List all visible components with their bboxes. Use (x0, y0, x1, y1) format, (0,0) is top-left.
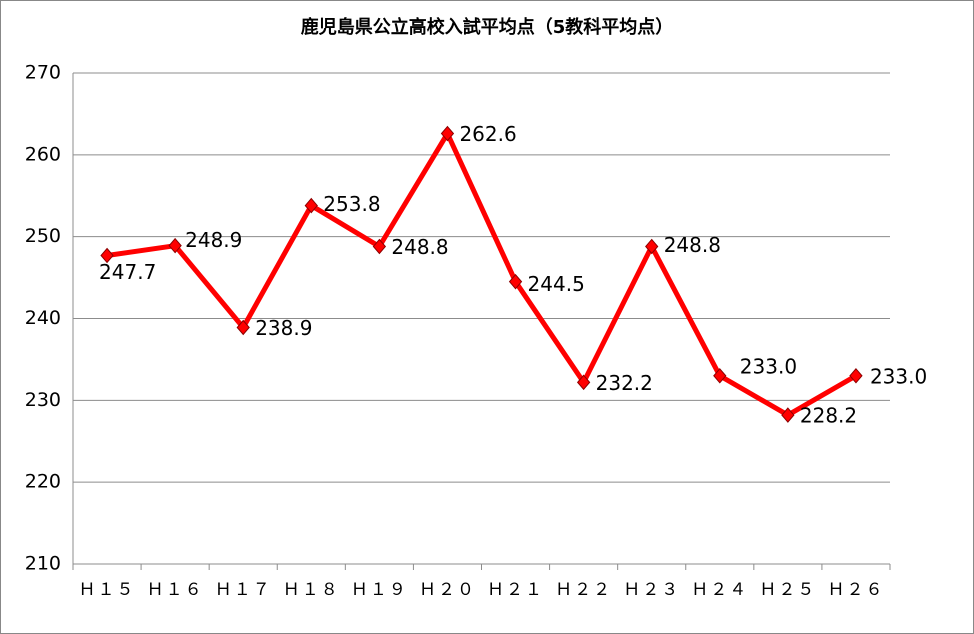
x-tick-label: Ｈ２３ (623, 580, 680, 600)
value-label: 248.8 (391, 235, 448, 259)
value-label: 244.5 (528, 272, 585, 296)
y-tick-label: 260 (25, 143, 61, 165)
point-marker (100, 247, 114, 264)
y-tick-label: 230 (25, 389, 61, 411)
x-tick-label: Ｈ１８ (283, 580, 340, 600)
value-label: 238.9 (255, 316, 312, 340)
x-tick-label: Ｈ１７ (215, 580, 272, 600)
point-marker (168, 237, 182, 254)
y-tick-label: 250 (25, 225, 61, 247)
value-label: 233.0 (870, 364, 927, 388)
point-marker (304, 197, 318, 214)
x-tick-label: Ｈ２６ (827, 580, 884, 600)
value-label: 232.2 (596, 371, 653, 395)
x-tick-label: Ｈ２０ (419, 580, 476, 600)
point-marker (781, 407, 795, 423)
value-label: 248.9 (185, 228, 242, 252)
point-marker (372, 238, 387, 255)
point-marker (440, 125, 455, 142)
value-label: 253.8 (323, 192, 380, 216)
x-tick-label: Ｈ２２ (555, 580, 612, 600)
point-marker (508, 273, 523, 290)
x-tick-label: Ｈ１５ (79, 580, 136, 600)
x-tick-label: Ｈ１９ (351, 580, 408, 600)
value-label: 228.2 (800, 404, 857, 428)
y-tick-label: 240 (25, 307, 61, 329)
value-label: 247.7 (99, 260, 156, 284)
chart-title: 鹿児島県公立高校入試平均点（5教科平均点） (301, 16, 674, 38)
x-tick-label: Ｈ２４ (691, 580, 748, 600)
point-marker (576, 374, 591, 391)
value-label: 262.6 (459, 122, 516, 146)
value-label: 248.8 (664, 233, 721, 257)
point-marker (236, 319, 250, 336)
point-marker (849, 368, 863, 384)
x-tick-label: Ｈ１６ (147, 580, 204, 600)
x-tick-label: Ｈ２５ (759, 580, 816, 600)
y-tick-label: 220 (25, 471, 61, 493)
y-tick-label: 270 (25, 62, 61, 84)
value-label: 233.0 (740, 354, 797, 378)
series-line (106, 131, 858, 418)
point-marker (713, 368, 727, 384)
point-marker (645, 238, 659, 255)
x-tick-label: Ｈ２１ (487, 580, 544, 600)
y-tick-label: 210 (25, 553, 61, 575)
